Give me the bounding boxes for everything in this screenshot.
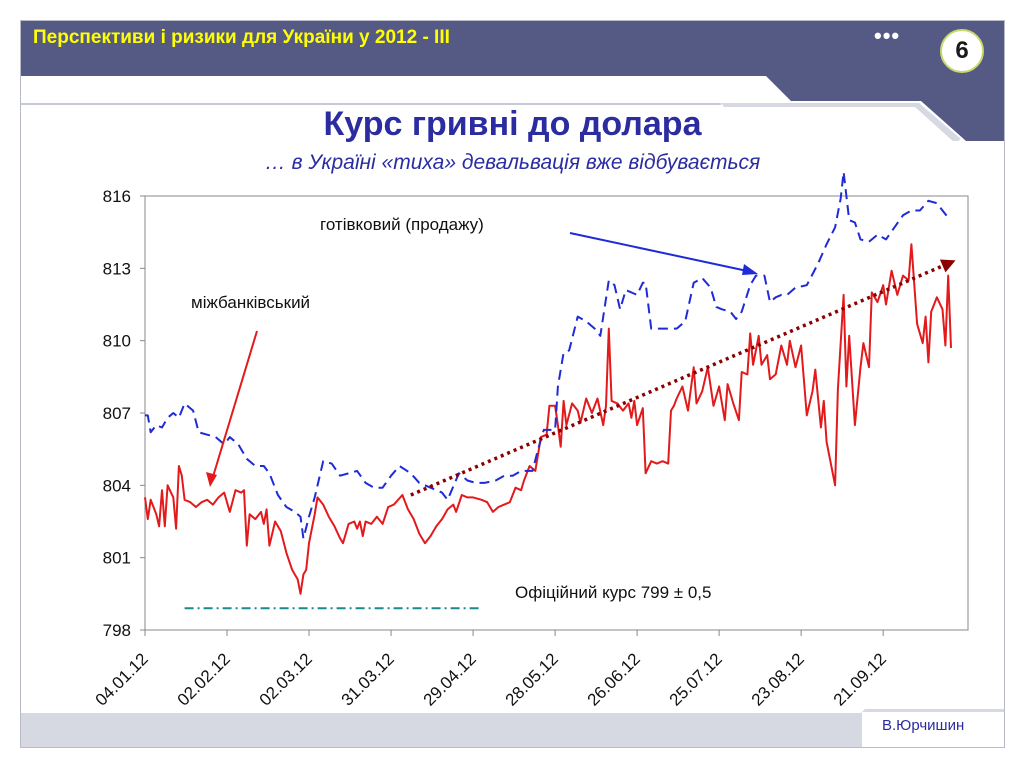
y-tick-label: 798 — [103, 621, 131, 640]
x-tick-label: 02.02.12 — [174, 649, 234, 709]
annotations: готівковий (продажу) міжбанківський Офіц… — [191, 215, 758, 602]
header-bar — [21, 21, 1004, 141]
y-tick-label: 801 — [103, 549, 131, 568]
official-rate-label: Офіційний курс 799 ± 0,5 — [515, 583, 712, 602]
cash-label: готівковий (продажу) — [320, 215, 484, 234]
y-tick-label: 810 — [103, 332, 131, 351]
cash-pointer-arrow — [569, 232, 753, 273]
x-tick-label: 29.04.12 — [420, 649, 480, 709]
y-tick-label: 816 — [103, 187, 131, 206]
footer-background — [21, 709, 1004, 747]
header-title: Перспективи і ризики для України у 2012 … — [33, 27, 450, 48]
series-layer — [144, 170, 956, 610]
cash-rate-line — [145, 170, 949, 540]
interbank-pointer-arrowhead — [206, 472, 217, 487]
x-tick-label: 04.01.12 — [92, 649, 152, 709]
trend-arrowhead — [939, 259, 956, 273]
page-subtitle: … в Україні «тиха» девальвація вже відбу… — [264, 151, 761, 174]
header-divider-accent — [721, 103, 961, 141]
y-tick-label: 807 — [103, 404, 131, 423]
interbank-pointer-arrow — [211, 330, 258, 481]
x-tick-label: 23.08.12 — [748, 649, 808, 709]
header-background — [21, 21, 1004, 141]
x-tick-label: 25.07.12 — [666, 649, 726, 709]
x-axis: 04.01.12 02.02.12 02.03.12 31.03.12 29.04.12… — [92, 629, 968, 710]
y-axis: 798 801 804 807 810 813 816 — [103, 187, 145, 640]
cash-pointer-arrowhead — [742, 264, 758, 275]
x-tick-label: 26.06.12 — [584, 649, 644, 709]
footer-author-box — [862, 712, 1004, 747]
footer-bar — [21, 709, 1004, 747]
interbank-rate-line — [144, 243, 952, 595]
interbank-label: міжбанківський — [191, 293, 310, 312]
x-tick-label: 28.05.12 — [502, 649, 562, 709]
author-name: В.Юрчишин — [882, 717, 965, 734]
page-title: Курс гривні до долара — [323, 105, 702, 143]
y-tick-label: 804 — [103, 476, 131, 495]
y-tick-label: 813 — [103, 259, 131, 278]
more-dots-icon: ••• — [874, 23, 901, 48]
x-tick-label: 02.03.12 — [256, 649, 316, 709]
x-tick-label: 31.03.12 — [338, 649, 398, 709]
x-tick-label: 21.09.12 — [830, 649, 890, 709]
slide-number-badge: 6 — [940, 29, 984, 73]
